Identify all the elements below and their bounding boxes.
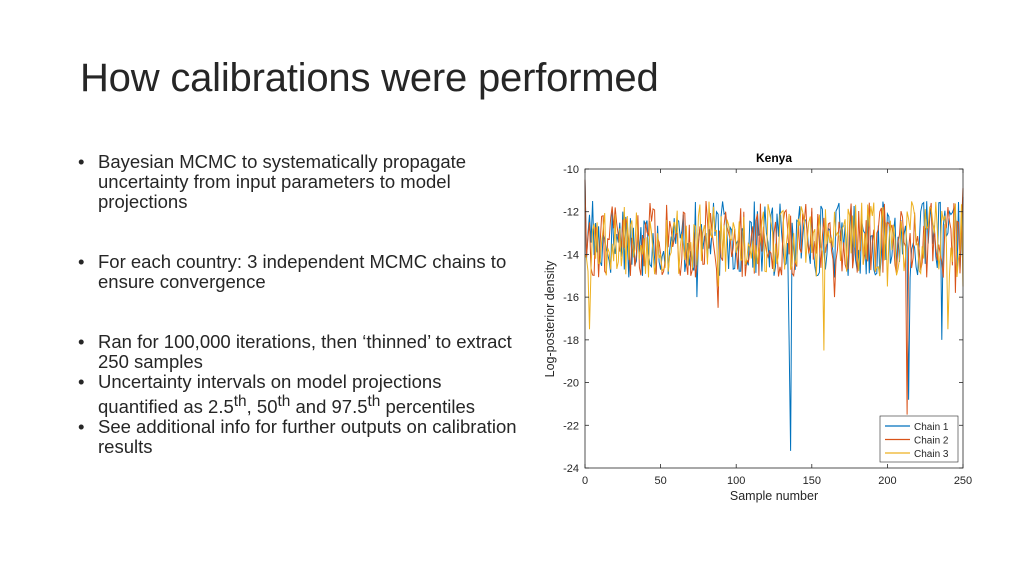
x-tick-label: 200 (878, 475, 896, 487)
y-tick-label: -10 (563, 164, 579, 176)
bullet-text: and 97.5 (290, 396, 368, 418)
x-tick-label: 50 (654, 475, 666, 487)
chart-title: Kenya (756, 151, 792, 165)
y-tick-label: -18 (563, 335, 579, 347)
y-axis-label: Log-posterior density (543, 260, 557, 377)
legend: Chain 1 Chain 2 Chain 3 (879, 415, 959, 463)
slide-title: How calibrations were performed (80, 56, 659, 100)
trace-chart: Kenya 0 50 100 150 200 250 -10 -12 -14 -16 -18 -20 -… (543, 151, 972, 503)
plot-frame (584, 168, 964, 469)
legend-label: Chain 3 (914, 449, 949, 460)
x-tick-label: 250 (954, 475, 972, 487)
x-axis-label: Sample number (730, 489, 818, 503)
y-tick-label: -24 (563, 463, 579, 475)
legend-label: Chain 1 (914, 422, 949, 433)
bullet-item: For each country: 3 independent MCMC cha… (78, 252, 518, 292)
bullet-item: Ran for 100,000 iterations, then ‘thinne… (78, 332, 518, 372)
bullet-item: Uncertainty intervals on model projectio… (78, 371, 518, 418)
x-tick-label: 0 (582, 475, 588, 487)
bullet-item: See additional info for further outputs … (78, 417, 518, 457)
plot-lines (584, 179, 964, 451)
bullet-list: Bayesian MCMC to systematically propagat… (78, 152, 518, 457)
axis-ticks: 0 50 100 150 200 250 -10 -12 -14 -16 -18 -20 -22 -24 (563, 164, 972, 487)
y-tick-label: -20 (563, 378, 579, 390)
y-tick-label: -12 (563, 207, 579, 219)
superscript: th (233, 393, 247, 410)
bullet-text: , 50 (246, 396, 278, 418)
series-line-chain-3 (584, 201, 964, 351)
series-line-chain-2 (584, 179, 964, 415)
chart-container: Kenya 0 50 100 150 200 250 -10 -12 -14 -16 -18 -20 -… (540, 148, 990, 518)
legend-label: Chain 2 (914, 436, 949, 447)
bullet-item: Bayesian MCMC to systematically propagat… (78, 152, 518, 212)
bullet-text: percentiles (380, 396, 475, 418)
superscript: th (367, 393, 381, 410)
superscript: th (277, 393, 291, 410)
y-tick-label: -16 (563, 292, 579, 304)
x-tick-label: 100 (727, 475, 745, 487)
y-tick-label: -14 (563, 249, 579, 261)
x-tick-label: 150 (803, 475, 821, 487)
bullet-text: Uncertainty intervals on model projectio… (98, 371, 442, 418)
y-tick-label: -22 (563, 420, 579, 432)
